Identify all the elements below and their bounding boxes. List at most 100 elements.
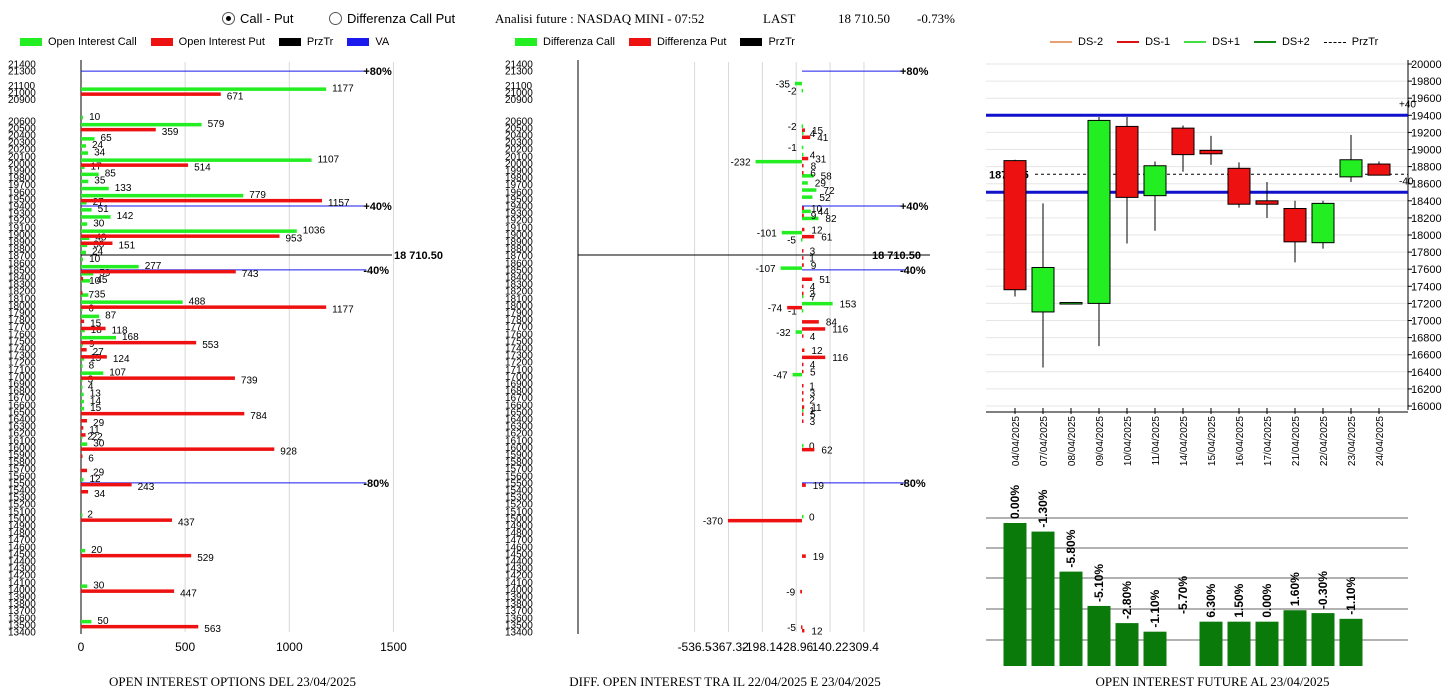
legend-ds-2: DS-2 — [1050, 36, 1103, 48]
legend-oi-put: Open Interest Put — [150, 36, 265, 48]
candle-up — [1087, 119, 1111, 304]
y-tick-label: 17400 — [505, 344, 533, 355]
y-tick-label: 17000 — [505, 372, 533, 383]
y-tick-label: 18200 — [1411, 213, 1442, 225]
diff-call-bar — [795, 330, 802, 334]
y-tick-label: 14200 — [505, 571, 533, 582]
diff-call-bar — [792, 372, 802, 377]
diff-put-bar — [802, 213, 804, 218]
radio-diff-indicator[interactable] — [329, 12, 342, 25]
call-value-label: 24 — [92, 247, 104, 258]
call-bar — [81, 272, 94, 276]
radio-call-put[interactable]: Call - Put — [222, 11, 293, 26]
y-tick-label: 19600 — [8, 187, 36, 198]
diff-put-value-label: 8 — [811, 161, 817, 172]
diff-put-bar — [802, 483, 806, 487]
diff-put-value-label: 1 — [809, 254, 815, 265]
y-tick-label: 18400 — [8, 273, 36, 284]
change-value: -0.73% — [917, 11, 955, 26]
call-bar — [81, 314, 100, 319]
y-tick-label: 20000 — [505, 159, 533, 170]
y-tick-label: 16600 — [8, 400, 36, 411]
diff-put-bar — [787, 305, 802, 310]
y-tick-label: 19100 — [505, 223, 533, 234]
oi-value-label: -5.70% — [1176, 576, 1190, 614]
legend-ds+2: DS+2 — [1253, 36, 1310, 48]
y-tick-label: 20400 — [8, 131, 36, 142]
y-tick-label: 20100 — [505, 152, 533, 163]
call-bar — [81, 371, 104, 375]
call-bar — [81, 378, 83, 382]
call-value-label: 10 — [89, 254, 101, 265]
diff-call-bar — [802, 294, 804, 299]
diff-put-value-label: 19 — [813, 552, 825, 563]
diff-put-bar — [802, 291, 804, 296]
call-value-label: 13 — [90, 389, 102, 400]
y-tick-label: 18500 — [505, 265, 533, 276]
diff-call-value-label: -35 — [776, 79, 791, 90]
band-label: -40 — [1399, 176, 1414, 187]
diff-put-bar — [802, 234, 815, 239]
y-tick-label: 15400 — [8, 486, 36, 497]
last-label: LAST — [763, 11, 796, 26]
legend-ds-1: DS-1 — [1117, 36, 1170, 48]
y-tick-label: 18600 — [1411, 179, 1442, 191]
y-tick-label: 19400 — [1411, 110, 1442, 122]
call-value-label: 59 — [99, 268, 111, 279]
y-tick-label: 17300 — [8, 351, 36, 362]
put-value-label: 118 — [112, 326, 128, 337]
put-value-label: 514 — [194, 162, 211, 173]
call-value-label: 30 — [93, 580, 105, 591]
y-tick-label: 13700 — [8, 606, 36, 617]
legend-label: DS-1 — [1145, 36, 1171, 48]
diff-put-bar — [802, 628, 805, 633]
call-bar — [81, 165, 85, 169]
level-label: +40% — [900, 201, 929, 213]
diff-put-value-label: 61 — [821, 232, 833, 243]
diff-put-bar — [802, 284, 804, 289]
diff-put-bar — [802, 256, 804, 260]
radio-diff-label: Differenza Call Put — [347, 11, 456, 26]
y-tick-label: 20900 — [505, 95, 533, 106]
caption-panel3: OPEN INTEREST FUTURE AL 23/04/2025 — [1095, 674, 1330, 689]
call-bar — [81, 307, 83, 311]
put-bar — [81, 277, 84, 281]
call-value-label: 2 — [87, 509, 93, 520]
legend-diff-call: Differenza Call — [515, 36, 615, 48]
oi-value-label: 1.50% — [1232, 583, 1246, 617]
diff-put-value-label: -74 — [768, 303, 783, 314]
call-value-label: 15 — [90, 403, 102, 414]
oi-value-label: -5.10% — [1092, 564, 1106, 602]
diff-put-value-label: 4 — [810, 332, 816, 343]
diff-call-bar — [802, 514, 804, 519]
call-value-label: 3 — [88, 375, 94, 386]
y-tick-label: 18700 — [8, 251, 36, 262]
y-tick-label: 19600 — [505, 187, 533, 198]
y-tick-label: 19000 — [1411, 145, 1442, 157]
candle-down — [1255, 200, 1279, 205]
y-tick-label: 20000 — [8, 159, 36, 170]
radio-call-put-indicator[interactable] — [222, 12, 235, 25]
price-label: 18 710.50 — [394, 250, 443, 262]
oi-bar — [1227, 621, 1251, 666]
diff-put-bar — [802, 391, 804, 395]
y-tick-label: 19800 — [505, 173, 533, 184]
y-tick-label: 19700 — [505, 180, 533, 191]
y-tick-label: 14900 — [505, 521, 533, 532]
y-tick-label: 14100 — [8, 578, 36, 589]
diff-put-value-label: 12 — [811, 626, 823, 637]
y-tick-label: 19900 — [505, 166, 533, 177]
y-tick-label: 21400 — [505, 60, 533, 71]
call-value-label: 142 — [117, 211, 134, 222]
y-tick-label: 21000 — [8, 88, 36, 99]
y-tick-label: 15400 — [505, 486, 533, 497]
call-bar — [81, 144, 86, 148]
put-bar — [81, 411, 245, 416]
call-value-label: 15 — [90, 353, 102, 364]
radio-diff[interactable]: Differenza Call Put — [329, 11, 455, 26]
diff-call-bar — [755, 159, 802, 164]
put-bar — [81, 426, 84, 430]
last-value: 18 710.50 — [838, 11, 890, 26]
diff-put-bar — [802, 206, 805, 210]
